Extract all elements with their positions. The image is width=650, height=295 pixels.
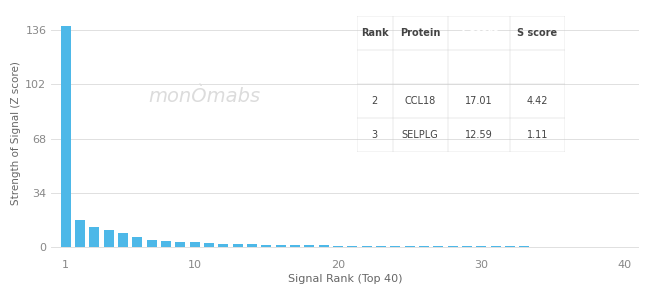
Bar [404, 246, 415, 247]
Bar [233, 244, 242, 247]
Y-axis label: Strength of Signal (Z score): Strength of Signal (Z score) [11, 61, 21, 205]
Text: 4.42: 4.42 [526, 96, 548, 106]
Text: CCL18: CCL18 [404, 96, 436, 106]
Bar [218, 244, 228, 247]
Text: 1: 1 [372, 62, 378, 72]
Bar [75, 220, 85, 247]
Text: SELPLG: SELPLG [402, 130, 439, 140]
X-axis label: Signal Rank (Top 40): Signal Rank (Top 40) [288, 274, 402, 284]
Bar [60, 26, 71, 247]
Text: APOE: APOE [407, 62, 434, 72]
Text: 138.78: 138.78 [462, 62, 495, 72]
Text: Z score: Z score [459, 28, 499, 38]
Bar [448, 246, 458, 247]
Bar [347, 246, 358, 247]
Bar [304, 245, 314, 247]
Bar [247, 244, 257, 247]
Bar [89, 227, 99, 247]
Bar [290, 245, 300, 247]
Bar [146, 240, 157, 247]
Bar [204, 243, 214, 247]
Text: 2: 2 [372, 96, 378, 106]
Bar [390, 246, 400, 247]
Bar [318, 245, 329, 247]
Bar [419, 246, 429, 247]
Bar [161, 241, 171, 247]
Text: 12.59: 12.59 [465, 130, 493, 140]
Text: monÒmabs: monÒmabs [148, 87, 260, 106]
Bar [505, 246, 515, 247]
Bar [276, 245, 285, 247]
Bar [333, 246, 343, 247]
Text: 1.11: 1.11 [526, 130, 548, 140]
Text: 3: 3 [372, 130, 378, 140]
Bar [433, 246, 443, 247]
Bar [118, 233, 128, 247]
Text: S score: S score [517, 28, 557, 38]
Bar [103, 230, 114, 247]
Text: Rank: Rank [361, 28, 389, 38]
Text: 17.01: 17.01 [465, 96, 493, 106]
Bar [462, 246, 472, 247]
Bar [491, 246, 500, 247]
Text: Protein: Protein [400, 28, 441, 38]
Bar [176, 242, 185, 247]
Bar [361, 246, 372, 247]
Text: 121.76: 121.76 [520, 62, 554, 72]
Bar [376, 246, 386, 247]
Bar [476, 246, 486, 247]
Bar [261, 245, 271, 247]
Bar [190, 242, 200, 247]
Bar [132, 237, 142, 247]
